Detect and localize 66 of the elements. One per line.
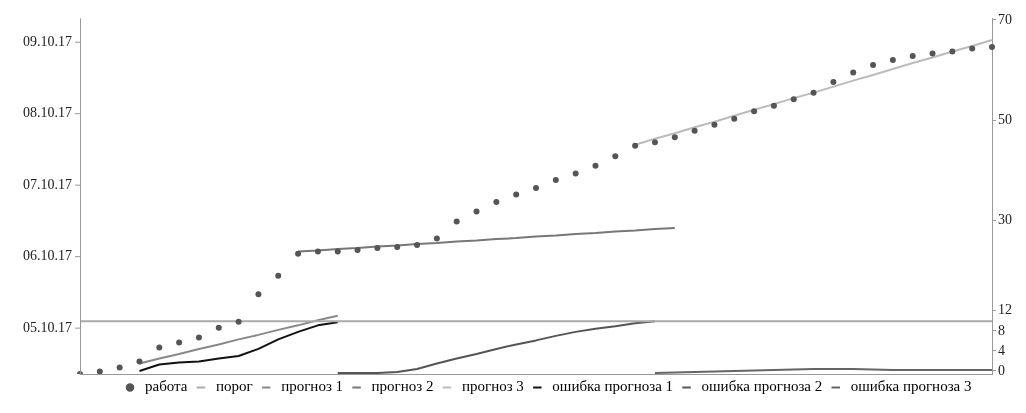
point	[334, 248, 341, 255]
point	[136, 358, 143, 365]
point	[651, 139, 658, 146]
point	[176, 339, 183, 346]
point	[374, 245, 381, 252]
point	[671, 134, 678, 141]
point	[889, 57, 896, 64]
y-tick-label: 12	[998, 302, 1012, 318]
point	[870, 62, 877, 69]
point	[433, 235, 440, 242]
point	[473, 208, 480, 215]
point	[711, 121, 718, 128]
point	[949, 48, 956, 55]
point	[612, 153, 619, 160]
point	[116, 364, 123, 371]
point	[751, 108, 758, 115]
point	[790, 96, 797, 103]
text: 06.10.17	[23, 248, 72, 264]
point	[354, 247, 361, 254]
text: 09.10.17	[23, 33, 72, 49]
point	[989, 43, 995, 50]
point	[632, 142, 639, 149]
point	[770, 102, 777, 109]
y-tick-label: 8	[998, 322, 1005, 338]
legend-label: прогноз 2	[371, 378, 434, 395]
legend-label: ошибка прогноза 1	[552, 378, 674, 395]
legend-label: ошибка прогноза 3	[850, 378, 972, 395]
y-tick-label: 30	[998, 212, 1012, 228]
point	[731, 115, 738, 122]
point	[156, 344, 163, 351]
text: 05.10.17	[23, 319, 72, 335]
point	[929, 50, 936, 57]
legend-label: порог	[216, 378, 253, 395]
point	[275, 272, 282, 279]
point	[414, 242, 421, 249]
point	[572, 170, 579, 177]
point	[96, 368, 103, 374]
y-tick-label: 50	[998, 111, 1012, 127]
legend-label: ошибка прогноза 2	[701, 378, 823, 395]
y-tick-label: 4	[998, 342, 1005, 358]
point	[552, 176, 559, 183]
point	[533, 184, 539, 191]
point	[850, 69, 857, 76]
point	[592, 162, 599, 169]
legend-label: прогноз 1	[281, 378, 344, 395]
text: 07.10.17	[23, 176, 72, 192]
point	[394, 244, 401, 251]
point	[453, 218, 460, 225]
point	[830, 79, 837, 86]
point	[909, 53, 916, 60]
text: 08.10.17	[23, 105, 72, 121]
point	[969, 45, 976, 52]
y-tick-label: 70	[998, 11, 1012, 27]
point	[215, 324, 222, 331]
y-tick-label: 0	[998, 362, 1005, 378]
point	[691, 127, 698, 134]
point	[235, 318, 242, 325]
legend-label: прогноз 3	[461, 378, 524, 395]
point	[810, 89, 817, 96]
legend-label: работа	[145, 378, 188, 395]
point	[493, 198, 500, 205]
point	[295, 250, 302, 257]
point	[513, 191, 520, 198]
point	[314, 248, 321, 255]
point	[195, 334, 202, 341]
point	[255, 291, 262, 298]
